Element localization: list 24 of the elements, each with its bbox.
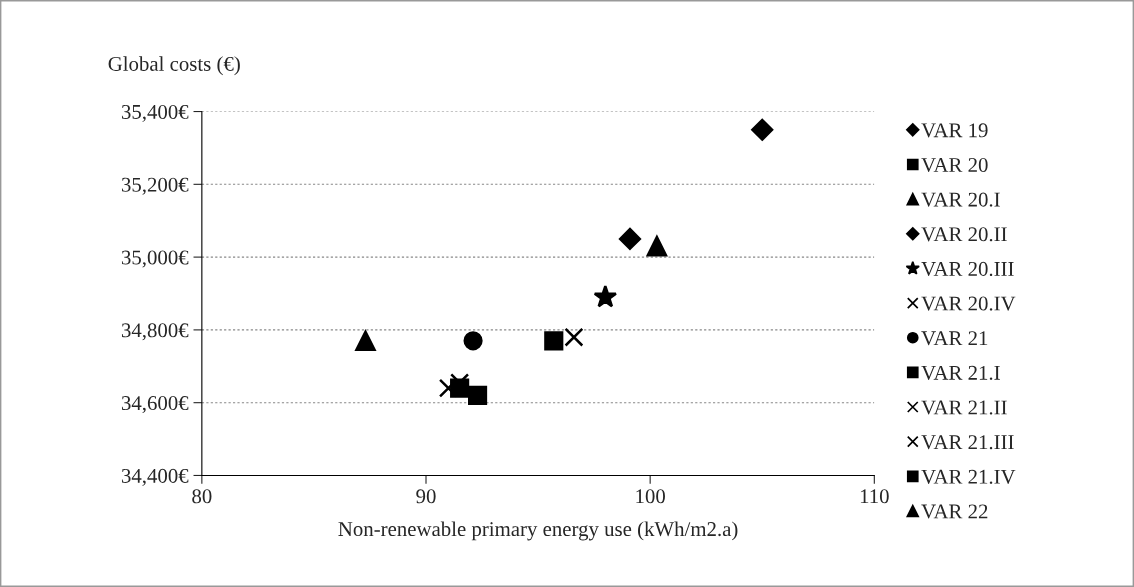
- y-tick-label: 34,400€: [121, 468, 189, 486]
- legend-label: VAR 20.III: [921, 261, 1014, 277]
- x-tick-label: 90: [416, 489, 436, 504]
- x-axis-title: Non-renewable primary energy use (kWh/m2.a): [338, 521, 738, 541]
- legend-label: VAR 21.I: [921, 365, 1000, 380]
- x-tick-label: 80: [192, 489, 212, 504]
- legend-label: VAR 20.II: [921, 227, 1007, 242]
- x-tick-label: 100: [636, 489, 665, 504]
- y-tick-label: 35,000€: [121, 250, 189, 268]
- y-tick-label: 35,400€: [121, 104, 189, 122]
- legend-label: VAR 20.IV: [921, 296, 1016, 311]
- legend-label: VAR 21.II: [921, 400, 1007, 415]
- legend-label: VAR 21.III: [921, 435, 1014, 450]
- y-axis-title: Global costs (€): [108, 56, 240, 76]
- y-tick-label: 35,200€: [121, 177, 189, 195]
- legend-label: VAR 22: [921, 504, 988, 519]
- y-tick-label: 34,800€: [121, 323, 189, 341]
- y-tick-label: 34,600€: [121, 396, 189, 414]
- legend-label: VAR 19: [921, 123, 988, 138]
- legend-label: VAR 21: [921, 331, 988, 346]
- x-tick-label: 110: [860, 489, 889, 504]
- legend-label: VAR 20: [921, 157, 988, 173]
- legend-label: VAR 21.IV: [921, 469, 1016, 484]
- legend-label: VAR 20.I: [921, 192, 1000, 207]
